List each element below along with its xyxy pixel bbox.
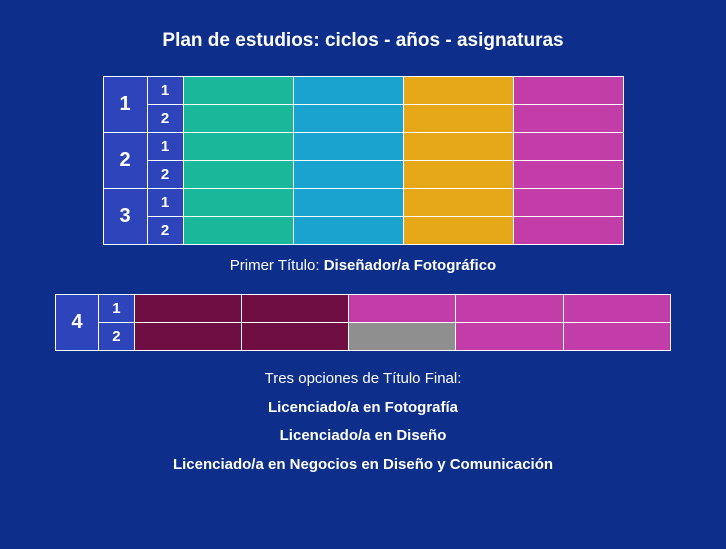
- subrow-cell: 2: [147, 217, 183, 245]
- subject-cell: [183, 77, 293, 105]
- subrow-cell: 2: [99, 323, 134, 351]
- table-row: 41: [56, 295, 671, 323]
- caption-bold: Diseñador/a Fotográfico: [324, 257, 497, 274]
- plan-table-1: 112212312: [103, 76, 624, 245]
- table-row: 31: [103, 189, 623, 217]
- final-option: Licenciado/a en Diseño: [55, 422, 671, 451]
- subject-cell: [183, 217, 293, 245]
- subject-cell: [403, 161, 513, 189]
- table-row: 21: [103, 133, 623, 161]
- content-wrapper: Plan de estudios: ciclos - años - asigna…: [0, 0, 726, 499]
- subject-cell: [293, 105, 403, 133]
- subject-cell: [513, 133, 623, 161]
- subject-cell: [241, 323, 348, 351]
- table-row: 2: [56, 323, 671, 351]
- subrow-cell: 2: [147, 105, 183, 133]
- final-option: Licenciado/a en Negocios en Diseño y Com…: [55, 451, 671, 480]
- subject-cell: [293, 189, 403, 217]
- subject-cell: [349, 295, 456, 323]
- subject-cell: [403, 105, 513, 133]
- subject-cell: [563, 323, 670, 351]
- subrow-cell: 2: [147, 161, 183, 189]
- caption-primer-titulo: Primer Título: Diseñador/a Fotográfico: [55, 257, 671, 274]
- subject-cell: [183, 189, 293, 217]
- table-row: 2: [103, 105, 623, 133]
- subject-cell: [456, 295, 563, 323]
- subrow-cell: 1: [147, 77, 183, 105]
- subject-cell: [403, 217, 513, 245]
- subject-cell: [563, 295, 670, 323]
- subrow-cell: 1: [99, 295, 134, 323]
- final-label: Tres opciones de Título Final:: [55, 365, 671, 394]
- cycle-cell: 4: [56, 295, 99, 351]
- subject-cell: [293, 217, 403, 245]
- caption-prefix: Primer Título:: [230, 257, 324, 274]
- subject-cell: [513, 161, 623, 189]
- subject-cell: [241, 295, 348, 323]
- subject-cell: [293, 161, 403, 189]
- final-options-block: Tres opciones de Título Final: Licenciad…: [55, 365, 671, 479]
- subject-cell: [456, 323, 563, 351]
- final-option: Licenciado/a en Fotografía: [55, 394, 671, 423]
- subject-cell: [183, 105, 293, 133]
- subject-cell: [403, 133, 513, 161]
- subject-cell: [183, 161, 293, 189]
- subject-cell: [134, 295, 241, 323]
- subject-cell: [293, 133, 403, 161]
- subrow-cell: 1: [147, 189, 183, 217]
- subject-cell: [513, 189, 623, 217]
- cycle-cell: 2: [103, 133, 147, 189]
- cycle-cell: 1: [103, 77, 147, 133]
- subject-cell: [349, 323, 456, 351]
- page-title: Plan de estudios: ciclos - años - asigna…: [55, 30, 671, 52]
- subject-cell: [403, 189, 513, 217]
- subject-cell: [513, 77, 623, 105]
- subject-cell: [183, 133, 293, 161]
- subject-cell: [134, 323, 241, 351]
- subject-cell: [403, 77, 513, 105]
- table-row: 2: [103, 161, 623, 189]
- plan-table-2: 412: [55, 294, 671, 351]
- subject-cell: [513, 105, 623, 133]
- subrow-cell: 1: [147, 133, 183, 161]
- subject-cell: [513, 217, 623, 245]
- subject-cell: [293, 77, 403, 105]
- table-row: 11: [103, 77, 623, 105]
- cycle-cell: 3: [103, 189, 147, 245]
- table-row: 2: [103, 217, 623, 245]
